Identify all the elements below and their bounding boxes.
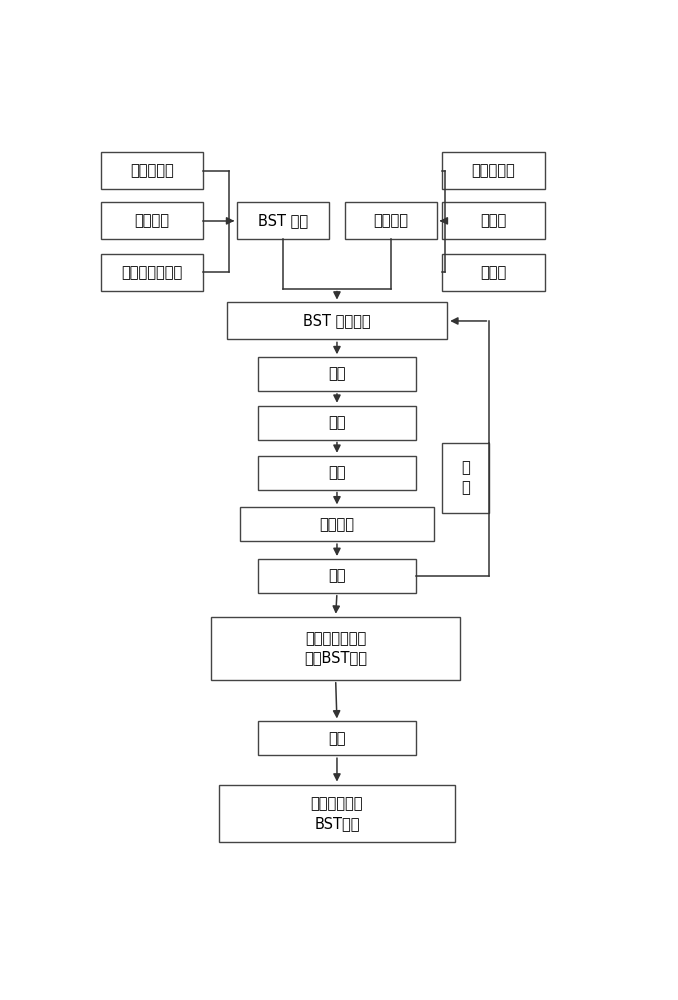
Bar	[442, 152, 544, 189]
Text: 预热处理: 预热处理	[319, 517, 355, 532]
Bar	[219, 785, 455, 842]
Bar	[258, 456, 416, 490]
Text: 干燥: 干燥	[328, 415, 346, 430]
Text: 重
复: 重 复	[461, 461, 470, 495]
Bar	[258, 357, 416, 391]
Bar	[100, 254, 203, 291]
Text: 掺杂前驱液: 掺杂前驱液	[471, 163, 515, 178]
Text: 二元梯度掺杂非
晶化BST薄膜: 二元梯度掺杂非 晶化BST薄膜	[304, 631, 367, 666]
Text: 晶化: 晶化	[328, 731, 346, 746]
Text: 冷却: 冷却	[328, 568, 346, 583]
Bar	[442, 202, 544, 239]
Bar	[258, 721, 416, 755]
Text: 掺杂溶胶: 掺杂溶胶	[374, 213, 408, 228]
Bar	[258, 406, 416, 440]
Text: 二元梯度掺杂
BST薄膜: 二元梯度掺杂 BST薄膜	[311, 796, 363, 831]
Text: 聚乙烯吡咯烷酮: 聚乙烯吡咯烷酮	[121, 265, 182, 280]
Bar	[258, 559, 416, 593]
Text: 助溶剂: 助溶剂	[480, 265, 506, 280]
Bar	[100, 202, 203, 239]
Text: 热解: 热解	[328, 465, 346, 480]
Bar	[345, 202, 437, 239]
Text: 钛前驱液: 钛前驱液	[134, 213, 170, 228]
Bar	[211, 617, 460, 680]
Bar	[100, 152, 203, 189]
Text: 柠檬酸: 柠檬酸	[480, 213, 506, 228]
Text: 钡锶前驱液: 钡锶前驱液	[130, 163, 174, 178]
Text: BST 溶胶: BST 溶胶	[258, 213, 308, 228]
Bar	[237, 202, 329, 239]
Bar	[442, 443, 490, 513]
Bar	[442, 254, 544, 291]
Text: 匀胶: 匀胶	[328, 367, 346, 382]
Text: BST 掺杂溶胶: BST 掺杂溶胶	[303, 313, 371, 328]
Bar	[226, 302, 447, 339]
Bar	[240, 507, 434, 541]
